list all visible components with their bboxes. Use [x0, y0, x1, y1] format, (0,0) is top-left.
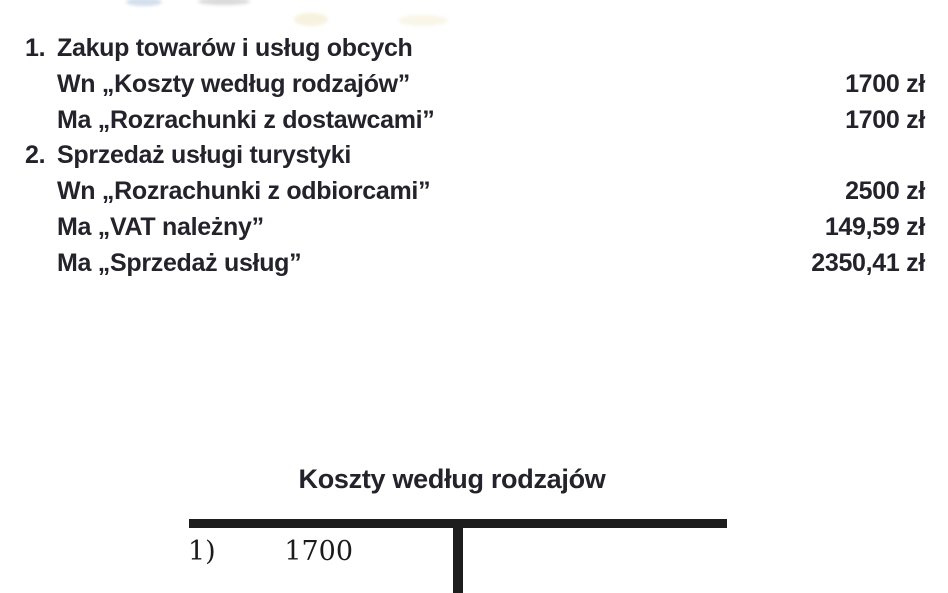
scan-artifact [294, 13, 328, 26]
journal-entry-line: Ma „Rozrachunki z dostawcami” 1700 zł [25, 103, 925, 139]
debit-entry-ref: 1) [188, 536, 216, 567]
entry-number: 2. [25, 141, 46, 170]
scan-artifact [126, 0, 162, 6]
debit-entry-amount: 1700 [284, 536, 354, 567]
journal-entries: 1. Zakup towarów i usług obcych Wn „Kosz… [25, 31, 925, 282]
scan-artifact [398, 15, 448, 26]
account-label: Wn „Koszty według rodzajów” [57, 69, 411, 98]
journal-entry-line: Ma „VAT należny” 149,59 zł [25, 210, 925, 246]
entry-number: 1. [25, 34, 46, 62]
journal-entry-line: Wn „Koszty według rodzajów” 1700 zł [25, 67, 925, 103]
amount-value: 2500 zł [845, 177, 925, 206]
journal-entry-header: 1. Zakup towarów i usług obcych [25, 31, 925, 67]
t-account-vertical-rule [453, 519, 463, 593]
amount-value: 1700 zł [845, 69, 925, 98]
journal-entry-header: 2. Sprzedaż usługi turystyki [25, 138, 925, 174]
amount-value: 2350,41 zł [811, 248, 925, 277]
entry-title: Zakup towarów i usług obcych [57, 34, 413, 62]
entry-title: Sprzedaż usługi turystyki [57, 141, 351, 170]
scan-artifact [198, 0, 250, 5]
t-account-debit-entry: 1) 1700 [188, 537, 448, 567]
journal-entry-line: Ma „Sprzedaż usług” 2350,41 zł [25, 246, 925, 282]
t-account-title: Koszty według rodzajów [298, 464, 606, 494]
amount-value: 1700 zł [845, 105, 925, 134]
account-label: Ma „Rozrachunki z dostawcami” [57, 105, 435, 134]
account-label: Wn „Rozrachunki z odbiorcami” [57, 177, 431, 206]
journal-entry-line: Wn „Rozrachunki z odbiorcami” 2500 zł [25, 174, 925, 210]
amount-value: 149,59 zł [824, 212, 925, 241]
account-label: Ma „Sprzedaż usług” [57, 248, 302, 277]
account-label: Ma „VAT należny” [57, 212, 264, 241]
